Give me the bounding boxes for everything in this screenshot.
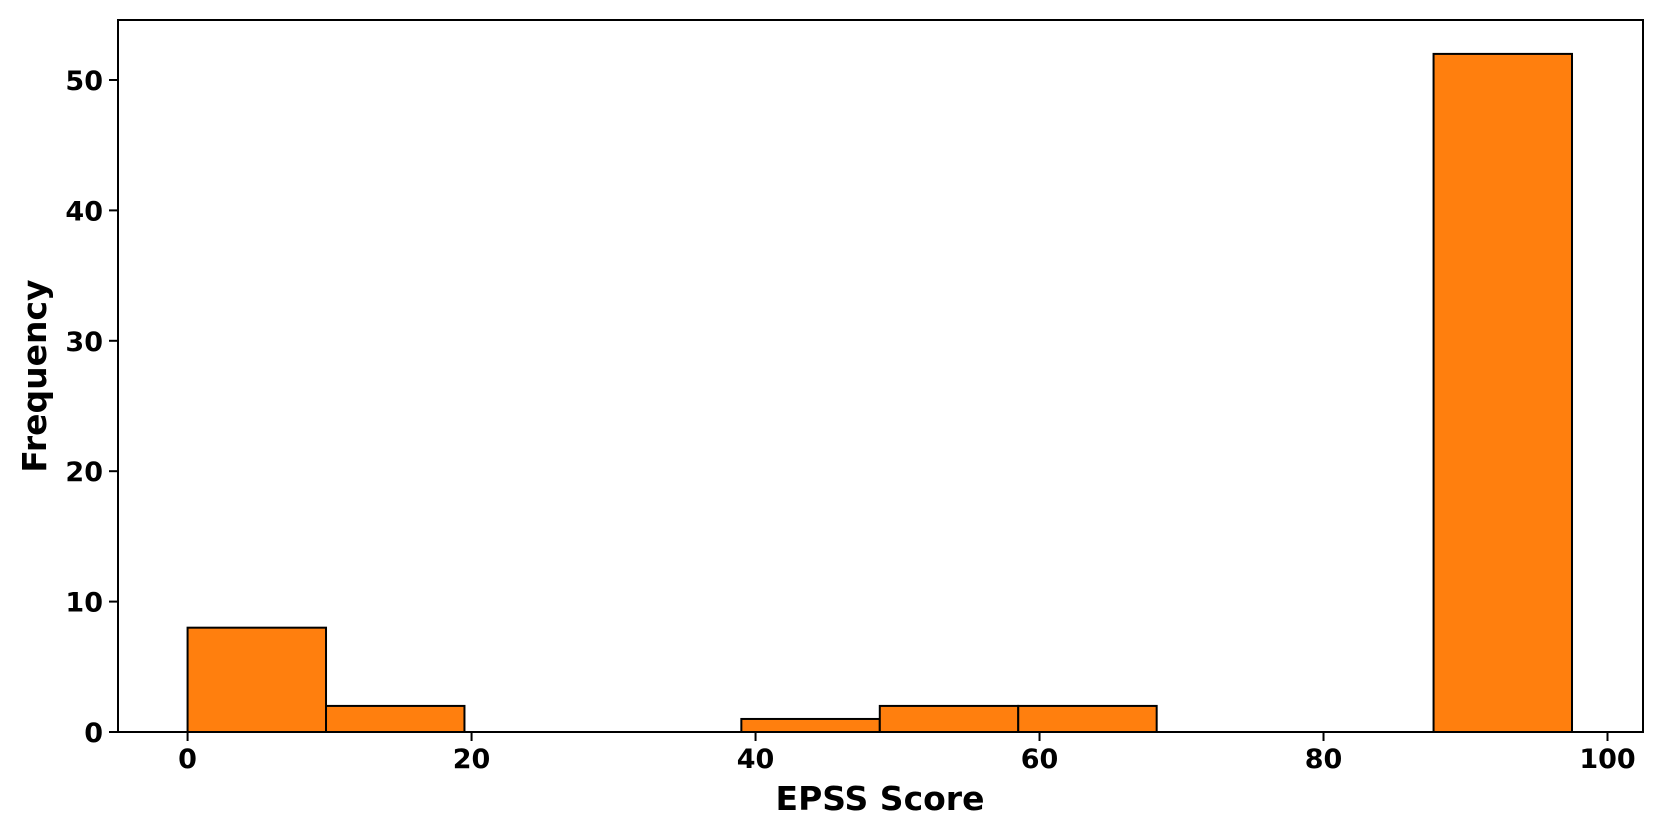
y-axis-ticks: 0 10 20 30 40 50 xyxy=(65,66,118,749)
x-tick-label: 40 xyxy=(737,744,775,775)
x-tick-label: 0 xyxy=(178,744,197,775)
histogram-bar-3 xyxy=(878,704,1020,734)
histogram-bar-0 xyxy=(186,626,328,734)
x-axis-ticks: 0 20 40 60 80 100 xyxy=(178,732,1636,775)
x-axis-label: EPSS Score xyxy=(776,779,985,818)
x-tick-label: 60 xyxy=(1021,744,1059,775)
y-axis-label: Frequency xyxy=(15,279,54,472)
y-tick-label: 0 xyxy=(84,718,103,749)
y-tick-label: 50 xyxy=(65,66,103,97)
histogram-bar-1 xyxy=(325,704,466,734)
bars-group xyxy=(186,52,1574,734)
y-tick-label: 40 xyxy=(65,196,103,227)
histogram-bar-5 xyxy=(1432,52,1574,733)
x-tick-label: 100 xyxy=(1579,744,1635,775)
y-tick-label: 20 xyxy=(65,457,103,488)
x-tick-label: 20 xyxy=(453,744,491,775)
histogram-bar-2 xyxy=(740,717,881,734)
x-tick-label: 80 xyxy=(1305,744,1343,775)
y-tick-label: 10 xyxy=(65,588,103,619)
y-tick-label: 30 xyxy=(65,327,103,358)
plot-frame xyxy=(117,19,1644,733)
histogram-bar-4 xyxy=(1017,704,1158,734)
